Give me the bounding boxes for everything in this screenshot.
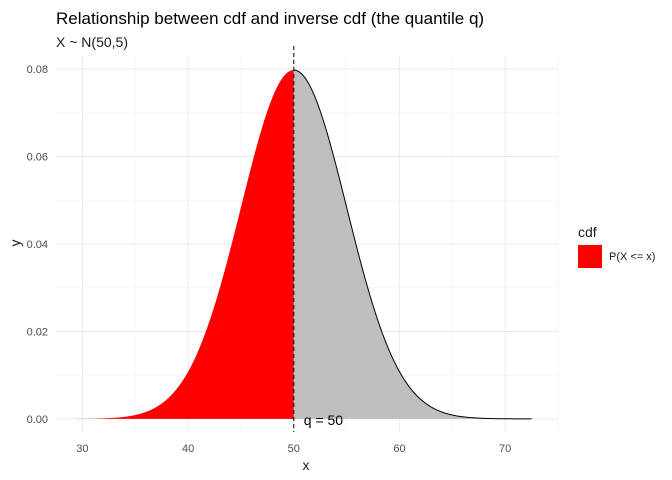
chart-title: Relationship between cdf and inverse cdf… (56, 9, 484, 28)
legend-title: cdf (578, 224, 597, 240)
y-axis-title: y (7, 240, 23, 247)
y-tick-label: 0.00 (27, 414, 48, 426)
x-tick-label: 50 (288, 443, 300, 455)
y-tick-label: 0.02 (27, 326, 48, 338)
x-tick-label: 40 (182, 443, 194, 455)
y-tick-labels: 0.00 0.02 0.04 0.06 0.08 (27, 64, 48, 426)
y-tick-label: 0.04 (27, 239, 48, 251)
area-above-quantile (293, 70, 532, 419)
x-axis-title: x (303, 457, 310, 473)
areas (66, 70, 532, 419)
area-below-quantile (66, 70, 294, 419)
y-tick-label: 0.06 (27, 152, 48, 164)
chart-subtitle: X ~ N(50,5) (56, 34, 128, 50)
y-tick-label: 0.08 (27, 64, 48, 76)
legend-key (578, 245, 602, 268)
quantile-annotation: q = 50 (304, 412, 344, 428)
legend-label: P(X <= x) (609, 251, 655, 263)
legend: cdf P(X <= x) (578, 224, 655, 268)
x-tick-label: 70 (499, 443, 511, 455)
density-curve (293, 69, 532, 420)
x-tick-label: 60 (393, 443, 405, 455)
x-tick-label: 30 (76, 443, 88, 455)
x-tick-labels: 30 40 50 60 70 (76, 443, 511, 455)
